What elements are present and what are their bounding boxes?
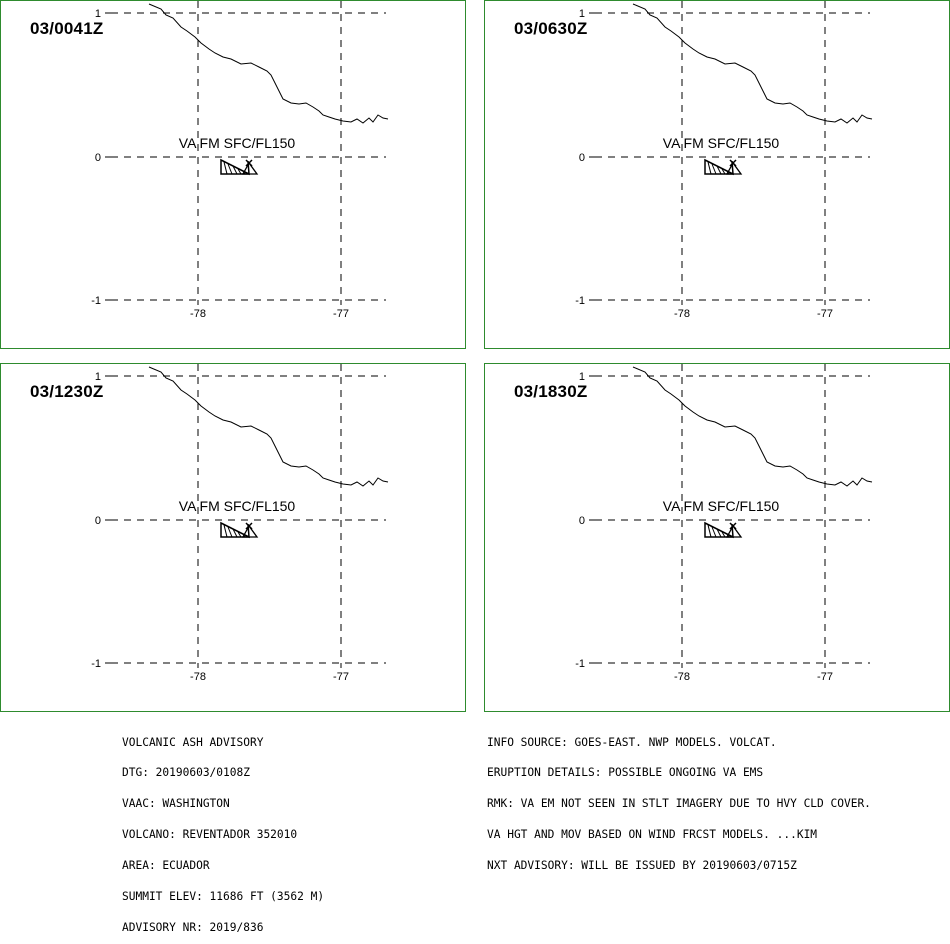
- lat-label: -1: [91, 295, 101, 307]
- hatch-line: [232, 165, 238, 175]
- hatch-line: [227, 163, 233, 175]
- map-panel-4: 03/1830Z 1 0 -1 -78 -77 VA FM SFC/FL150: [484, 363, 950, 712]
- ash-cloud-area: [704, 521, 743, 539]
- hatch-line: [707, 161, 712, 175]
- lon-label: -78: [674, 308, 690, 320]
- ash-cloud-area: [220, 158, 259, 176]
- lat-label: 1: [95, 8, 101, 20]
- panel-time-label: 03/0630Z: [514, 19, 588, 38]
- lon-label: -77: [333, 308, 349, 320]
- lat-label: 0: [579, 515, 585, 527]
- advisory-right-block: INFO SOURCE: GOES-EAST. NWP MODELS. VOLC…: [487, 717, 871, 882]
- lat-label: 1: [95, 371, 101, 383]
- hatch-line: [711, 163, 717, 175]
- lat-label: 0: [579, 152, 585, 164]
- va-label: VA FM SFC/FL150: [663, 135, 780, 151]
- lon-label: -77: [817, 671, 833, 683]
- map-panel-3: 03/1230Z 1 0 -1 -78 -77 VA FM SFC/FL150: [0, 363, 466, 712]
- map-canvas: 1 0 -1 -78 -77 VA FM SFC/FL150: [91, 364, 389, 683]
- coastline: [632, 3, 873, 124]
- va-label: VA FM SFC/FL150: [179, 135, 296, 151]
- hatch-line: [223, 524, 228, 538]
- hatch-line: [721, 531, 726, 538]
- volcano-x-icon: [729, 159, 737, 167]
- hatch-line: [232, 528, 238, 538]
- volcano-x-icon: [729, 522, 737, 530]
- hatch-line: [721, 168, 726, 175]
- advisory-line: VA HGT AND MOV BASED ON WIND FRCST MODEL…: [487, 828, 818, 842]
- map-canvas: 1 0 -1 -78 -77 VA FM SFC/FL150: [575, 364, 873, 683]
- coastline: [632, 366, 873, 487]
- va-label: VA FM SFC/FL150: [179, 498, 296, 514]
- volcano-triangle-icon: [241, 161, 259, 175]
- hatch-line: [227, 526, 233, 538]
- panel-time-label: 03/1830Z: [514, 382, 588, 401]
- advisory-line: INFO SOURCE: GOES-EAST. NWP MODELS. VOLC…: [487, 735, 777, 749]
- coastline: [148, 366, 389, 487]
- hatch-line: [237, 168, 242, 175]
- ash-cloud-area: [220, 521, 259, 539]
- lon-label: -77: [817, 308, 833, 320]
- hatch-line: [711, 526, 717, 538]
- coastline: [148, 3, 389, 124]
- advisory-line: VAAC: WASHINGTON: [122, 797, 230, 811]
- volcano-triangle-icon: [241, 524, 259, 538]
- volcano-triangle-icon: [725, 161, 743, 175]
- hatch-line: [707, 524, 712, 538]
- advisory-line: ERUPTION DETAILS: POSSIBLE ONGOING VA EM…: [487, 766, 764, 780]
- lon-label: -77: [333, 671, 349, 683]
- map-canvas: 1 0 -1 -78 -77 VA FM SFC/FL150: [575, 1, 873, 320]
- advisory-line: VOLCANO: REVENTADOR 352010: [122, 828, 298, 842]
- lat-label: -1: [91, 658, 101, 670]
- lat-label: 1: [579, 8, 585, 20]
- advisory-line: AREA: ECUADOR: [122, 859, 210, 873]
- volcano-x-icon: [245, 522, 253, 530]
- hatch-line: [716, 528, 722, 538]
- hatch-line: [716, 165, 722, 175]
- panel-time-label: 03/0041Z: [30, 19, 104, 38]
- map-panel-1: 03/0041Z 1 0 -1 -78 -77 VA FM SFC/FL150: [0, 0, 466, 349]
- hatch-line: [223, 161, 228, 175]
- lon-label: -78: [674, 671, 690, 683]
- advisory-line: DTG: 20190603/0108Z: [122, 766, 250, 780]
- map-canvas: 1 0 -1 -78 -77 VA FM SFC/FL150: [91, 1, 389, 320]
- hatch-line: [237, 531, 242, 538]
- advisory-left-block: VOLCANIC ASH ADVISORY DTG: 20190603/0108…: [122, 717, 324, 944]
- volcano-triangle-icon: [725, 524, 743, 538]
- lon-label: -78: [190, 308, 206, 320]
- map-panel-2: 03/0630Z 1 0 -1 -78 -77 VA FM SFC/FL150: [484, 0, 950, 349]
- lon-label: -78: [190, 671, 206, 683]
- lat-label: 0: [95, 152, 101, 164]
- lat-label: 0: [95, 515, 101, 527]
- volcano-x-icon: [245, 159, 253, 167]
- va-label: VA FM SFC/FL150: [663, 498, 780, 514]
- advisory-line: RMK: VA EM NOT SEEN IN STLT IMAGERY DUE …: [487, 797, 871, 811]
- advisory-line: VOLCANIC ASH ADVISORY: [122, 735, 264, 749]
- lat-label: 1: [579, 371, 585, 383]
- advisory-line: NXT ADVISORY: WILL BE ISSUED BY 20190603…: [487, 859, 797, 873]
- advisory-line: ADVISORY NR: 2019/836: [122, 920, 264, 934]
- lat-label: -1: [575, 658, 585, 670]
- panel-time-label: 03/1230Z: [30, 382, 104, 401]
- ash-cloud-area: [704, 158, 743, 176]
- lat-label: -1: [575, 295, 585, 307]
- advisory-line: SUMMIT ELEV: 11686 FT (3562 M): [122, 890, 325, 904]
